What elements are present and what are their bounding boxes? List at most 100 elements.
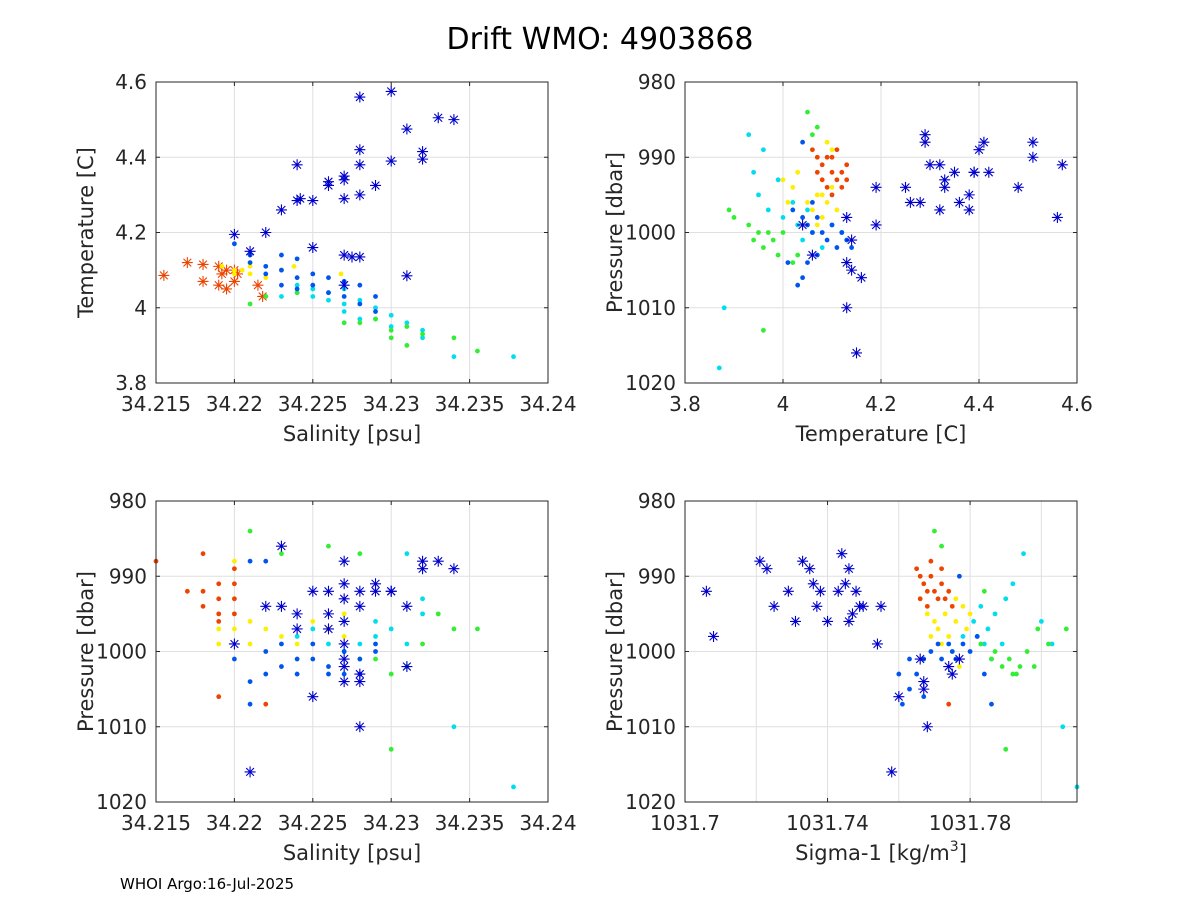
data-point	[420, 327, 425, 333]
data-point-star	[851, 347, 862, 359]
data-point	[1014, 671, 1019, 677]
data-point	[232, 611, 237, 617]
data-point-star	[943, 661, 955, 673]
data-point	[216, 596, 222, 602]
data-point	[726, 207, 732, 213]
data-point	[451, 335, 457, 341]
data-point	[420, 611, 425, 617]
data-point-star	[232, 268, 244, 280]
data-point	[932, 588, 937, 594]
data-point	[834, 147, 840, 153]
data-point	[232, 581, 237, 587]
data-point	[814, 215, 820, 220]
data-point	[756, 192, 761, 198]
data-point	[263, 558, 269, 564]
data-point-star	[754, 555, 766, 567]
data-point	[357, 641, 363, 647]
data-point	[814, 154, 820, 160]
data-point	[921, 694, 927, 700]
data-point	[924, 611, 930, 617]
data-point	[388, 327, 394, 333]
series-navy	[228, 85, 460, 291]
data-point	[388, 335, 394, 341]
data-point	[949, 603, 955, 609]
data-point-star	[448, 563, 460, 575]
data-point	[388, 626, 394, 632]
data-point	[1010, 581, 1016, 587]
data-point-star	[919, 136, 931, 148]
data-point	[435, 611, 441, 617]
x-axis-label-superscript: 3	[950, 839, 959, 855]
x-tick-label: 1031.78	[929, 811, 1012, 835]
y-tick-label: 3.8	[115, 371, 147, 395]
data-point-star	[338, 249, 350, 261]
data-point	[974, 634, 980, 639]
data-point-star	[708, 630, 720, 642]
data-point	[780, 177, 786, 183]
data-point	[981, 671, 987, 677]
data-point	[341, 671, 347, 677]
data-point-star	[322, 623, 334, 635]
x-tick-label: 1031.74	[786, 811, 869, 835]
data-point	[819, 245, 825, 250]
data-point	[939, 566, 944, 572]
data-point	[814, 169, 820, 175]
data-point-star	[841, 302, 853, 314]
data-point	[341, 301, 347, 307]
data-point-star	[221, 264, 233, 276]
data-point	[761, 245, 766, 250]
data-point-star	[354, 251, 366, 263]
data-point	[310, 626, 316, 632]
data-point	[928, 558, 934, 564]
data-point	[475, 626, 480, 632]
data-point	[914, 566, 920, 572]
series-yellow	[780, 139, 840, 228]
data-point	[294, 290, 300, 296]
data-point	[989, 701, 994, 707]
data-point-star	[797, 219, 809, 231]
data-point	[357, 320, 363, 326]
data-point	[263, 294, 269, 299]
data-point	[790, 207, 796, 213]
data-point	[216, 694, 222, 700]
data-point	[310, 641, 316, 647]
data-point-star	[252, 279, 264, 291]
data-point-star	[914, 196, 926, 208]
data-point	[775, 177, 781, 183]
data-point	[263, 649, 269, 654]
data-point	[989, 656, 994, 662]
data-point	[420, 335, 425, 341]
data-point	[279, 252, 284, 258]
data-point	[247, 260, 253, 265]
data-point-star	[789, 615, 801, 627]
data-point	[338, 271, 344, 277]
data-point-star	[401, 270, 413, 282]
data-point	[939, 581, 944, 587]
data-point-star	[370, 179, 382, 191]
panel-pressure-salinity: 34.215 34.22 34.225 34.23 34.235 34.24 980 990 1…	[74, 489, 577, 865]
series-navy	[700, 548, 965, 778]
footer-credit: WHOI Argo:16-Jul-2025	[120, 875, 294, 893]
data-point-star	[401, 661, 413, 673]
data-point	[907, 686, 912, 692]
data-point	[935, 626, 941, 632]
data-point	[924, 588, 930, 594]
data-point-star	[338, 653, 350, 665]
data-point	[829, 154, 835, 160]
x-axis-label: Salinity [psu]	[283, 841, 421, 865]
series-red	[810, 147, 850, 198]
figure-title: Drift WMO: 4903868	[447, 22, 754, 57]
data-point	[844, 162, 850, 168]
x-axis-label: Sigma-1 [kg/m3]	[795, 839, 967, 865]
data-point	[731, 215, 737, 220]
data-point	[785, 260, 791, 265]
data-point	[184, 588, 190, 594]
x-tick-label: 4.6	[1061, 392, 1093, 416]
data-point-star	[963, 189, 975, 201]
data-point	[756, 230, 761, 235]
series-cyan	[716, 132, 845, 371]
y-axis-label: Temperature [C]	[74, 147, 98, 319]
data-point	[746, 132, 752, 138]
data-point-star	[918, 676, 930, 688]
